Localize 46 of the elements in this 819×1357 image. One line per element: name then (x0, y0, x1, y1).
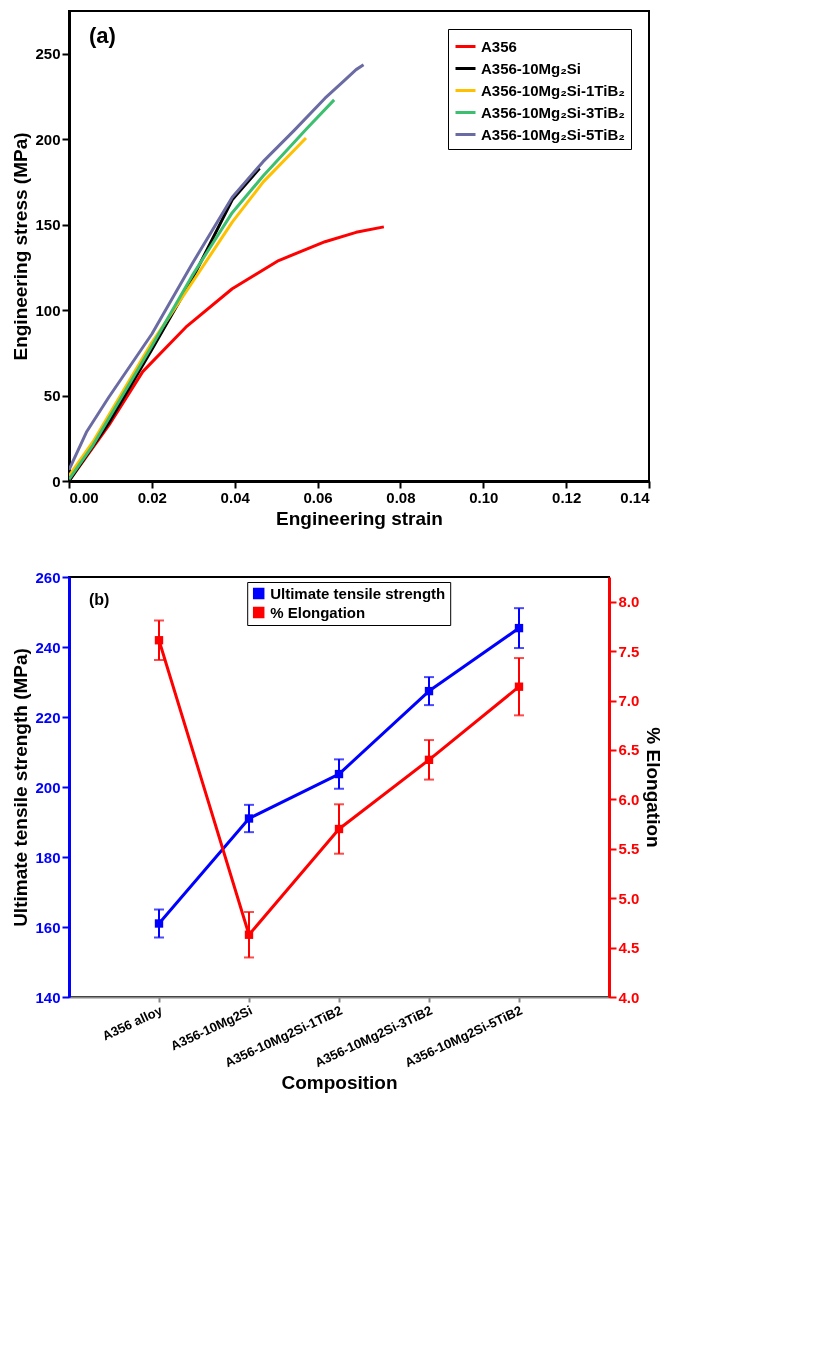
y-tick-label: 220 (35, 708, 61, 726)
annotation: (b) (89, 591, 110, 608)
annotation: (a) (89, 23, 116, 48)
y2-tick-label: 5.0 (618, 889, 640, 907)
y-tick-label: 100 (35, 301, 61, 319)
y2-tick-label: 7.0 (618, 692, 640, 710)
y2-tick-label: 8.0 (618, 593, 640, 611)
x-tick-label: 0.06 (303, 488, 333, 506)
y-axis-title: Engineering stress (MPa) (10, 132, 32, 361)
y2-tick-label: 4.5 (618, 939, 640, 957)
y-tick-label: 250 (35, 45, 61, 63)
legend-label: % Elongation (270, 603, 366, 621)
y2-tick-label: 4.0 (618, 988, 640, 1006)
y2-tick-label: 7.5 (618, 642, 640, 660)
x-tick-label: 0.14 (620, 488, 651, 506)
legend-label: A356-10Mg₂Si-3TiB₂ (481, 103, 625, 121)
y-tick-label: 200 (35, 778, 61, 796)
y-tick-label: 200 (35, 130, 61, 148)
legend-label: A356-10Mg₂Si-5TiB₂ (481, 125, 625, 143)
y2-tick-label: 5.5 (618, 840, 640, 858)
x-axis-title: Composition (281, 1072, 398, 1094)
legend-label: A356 (481, 37, 517, 55)
y-tick-label: 180 (35, 848, 61, 866)
y-tick-label: 150 (35, 216, 61, 234)
x-tick-label: 0.02 (137, 488, 167, 506)
y2-tick-label: 6.0 (618, 790, 640, 808)
x-tick-label: 0.08 (386, 488, 416, 506)
legend-label: A356-10Mg₂Si (481, 59, 582, 77)
y-tick-label: 0 (52, 472, 61, 490)
y2-axis-title: % Elongation (643, 727, 665, 848)
y-axis-title: Ultimate tensile strength (MPa) (10, 648, 32, 927)
y-tick-label: 260 (35, 568, 61, 586)
y2-tick-label: 6.5 (618, 741, 640, 759)
line-series (69, 63, 366, 472)
legend-label: A356-10Mg₂Si-1TiB₂ (481, 81, 625, 99)
y-tick-label: 160 (35, 918, 61, 936)
x-tick-label: 0.04 (220, 488, 251, 506)
y-tick-label: 240 (35, 638, 61, 656)
y-tick-label: 140 (35, 988, 61, 1006)
x-tick-label: 0.12 (552, 488, 582, 506)
x-axis-title: Engineering strain (276, 507, 443, 529)
x-tick-label: 0.10 (469, 488, 499, 506)
legend-label: Ultimate tensile strength (270, 584, 446, 602)
x-tick-label: A356 alloy (99, 1002, 166, 1044)
x-tick-label: 0.00 (69, 488, 99, 506)
y-tick-label: 50 (43, 387, 61, 405)
